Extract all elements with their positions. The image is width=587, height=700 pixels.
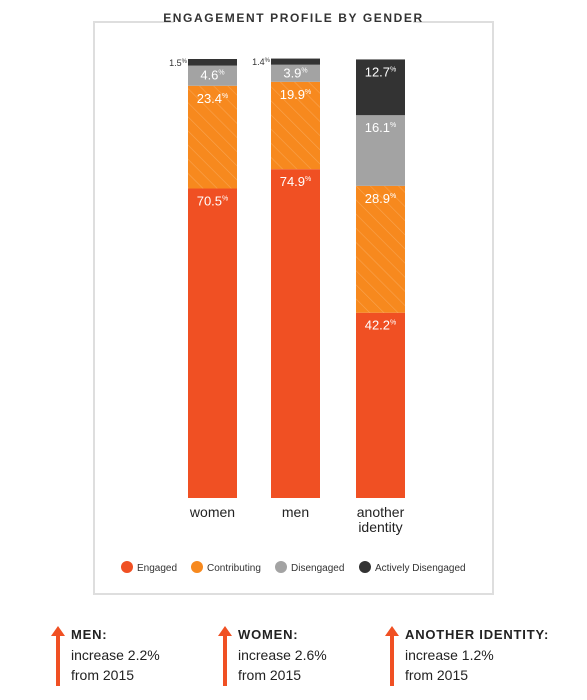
callout-line: from 2015 <box>71 667 135 683</box>
bar-segment-engaged-women <box>188 188 237 498</box>
chart-title: ENGAGEMENT PROFILE BY GENDER <box>163 11 424 25</box>
bar-segment-actively-disengaged-women <box>188 59 237 66</box>
callout-label: WOMEN: <box>238 627 299 642</box>
legend-item-actively-disengaged: Actively Disengaged <box>359 561 466 574</box>
legend-label-engaged: Engaged <box>137 563 177 574</box>
data-label-contributing-another-identity: 28.9% <box>365 191 397 206</box>
legend-item-contributing: Contributing <box>191 561 261 574</box>
bar-segment-actively-disengaged-another-identity <box>356 59 405 116</box>
data-label-contributing-women: 23.4% <box>197 91 229 106</box>
data-label-contributing-men: 19.9% <box>280 87 312 102</box>
callout-line: from 2015 <box>238 667 302 683</box>
bar-segment-disengaged-another-identity <box>356 115 405 186</box>
data-label-engaged-another-identity: 42.2% <box>365 318 397 333</box>
legend-swatch-engaged <box>121 561 133 573</box>
bar-hatch-women <box>188 85 237 189</box>
callout-line: increase 2.6% <box>238 647 327 663</box>
bar-segment-engaged-men <box>271 169 320 498</box>
callout-label: MEN: <box>71 627 108 642</box>
bar-segment-disengaged-men <box>271 64 320 82</box>
data-label-actively-disengaged-another-identity: 12.7% <box>365 64 397 79</box>
bar-segment-disengaged-women <box>188 65 237 86</box>
data-label-engaged-men: 74.9% <box>280 174 312 189</box>
data-label-actively-disengaged-men: 1.4% <box>252 57 271 67</box>
legend-swatch-actively-disengaged <box>359 561 371 573</box>
bar-segment-actively-disengaged-men <box>271 58 320 65</box>
legend-label-actively-disengaged: Actively Disengaged <box>375 563 466 574</box>
bar-hatch-men <box>271 81 320 170</box>
callout-line: increase 1.2% <box>405 647 494 663</box>
title-background <box>174 15 413 29</box>
legend-swatch-disengaged <box>275 561 287 573</box>
data-label-engaged-women: 70.5% <box>197 194 229 209</box>
category-label-women: women <box>189 504 235 520</box>
bar-hatch-another-identity <box>356 185 405 313</box>
callout-line: from 2015 <box>405 667 469 683</box>
callout-label: ANOTHER IDENTITY: <box>405 627 550 642</box>
up-arrow-icon <box>51 626 65 686</box>
up-arrow-icon <box>218 626 232 686</box>
legend-label-disengaged: Disengaged <box>291 563 344 574</box>
category-label-another-identity: another identity <box>357 504 405 535</box>
data-label-disengaged-another-identity: 16.1% <box>365 120 397 135</box>
callout-line: increase 2.2% <box>71 647 160 663</box>
category-label-men: men <box>282 504 309 520</box>
legend-item-engaged: Engaged <box>121 561 177 574</box>
legend-item-disengaged: Disengaged <box>275 561 344 574</box>
legend-label-contributing: Contributing <box>207 563 261 574</box>
up-arrow-icon <box>385 626 399 686</box>
bar-segment-engaged-another-identity <box>356 312 405 498</box>
data-label-actively-disengaged-women: 1.5% <box>169 58 188 68</box>
legend-swatch-contributing <box>191 561 203 573</box>
